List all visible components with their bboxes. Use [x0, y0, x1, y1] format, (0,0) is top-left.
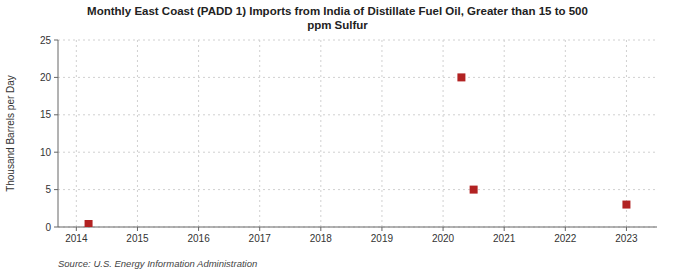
- grid-line-y: [58, 152, 657, 153]
- x-tick-label: 2023: [615, 233, 638, 244]
- grid-line-y: [58, 77, 657, 78]
- y-tick-label: 5: [45, 184, 51, 195]
- y-axis: [58, 40, 59, 227]
- x-tick-label: 2020: [432, 233, 455, 244]
- grid-line-y: [58, 40, 657, 41]
- y-tick-label: 15: [40, 109, 52, 120]
- grid-line-x: [76, 40, 77, 227]
- grid-line-x: [565, 40, 566, 227]
- x-tick-label: 2021: [493, 233, 516, 244]
- x-tick: [381, 227, 382, 231]
- y-tick: [54, 189, 58, 190]
- x-tick: [626, 227, 627, 231]
- x-tick-label: 2014: [65, 233, 88, 244]
- y-tick-label: 0: [45, 222, 51, 233]
- y-tick-label: 25: [40, 35, 52, 46]
- grid-line-y: [58, 227, 657, 228]
- grid-line-x: [259, 40, 260, 227]
- title-line: ppm Sulfur: [307, 19, 368, 31]
- x-tick: [259, 227, 260, 231]
- x-tick: [320, 227, 321, 231]
- x-tick-label: 2022: [554, 233, 577, 244]
- grid-line-x: [381, 40, 382, 227]
- x-tick: [504, 227, 505, 231]
- y-axis-label: Thousand Barrels per Day: [5, 75, 16, 192]
- x-tick-label: 2018: [310, 233, 333, 244]
- grid-line-x: [137, 40, 138, 227]
- y-tick: [54, 40, 58, 41]
- grid-line-x: [198, 40, 199, 227]
- grid-line-y: [58, 189, 657, 190]
- x-tick-label: 2017: [249, 233, 272, 244]
- x-axis: [58, 227, 657, 228]
- y-tick: [54, 152, 58, 153]
- x-tick: [565, 227, 566, 231]
- x-tick-label: 2016: [187, 233, 210, 244]
- points: [85, 73, 631, 227]
- title: Monthly East Coast (PADD 1) Imports from…: [87, 5, 588, 31]
- title-line: Monthly East Coast (PADD 1) Imports from…: [87, 5, 588, 17]
- x-tick: [198, 227, 199, 231]
- grid-line-y: [58, 114, 657, 115]
- grid-line-x: [504, 40, 505, 227]
- grid-line-x: [626, 40, 627, 227]
- grid-line-x: [320, 40, 321, 227]
- y-tick-label: 10: [40, 147, 52, 158]
- point: [85, 220, 93, 227]
- y-tick: [54, 77, 58, 78]
- x-tick-label: 2015: [126, 233, 149, 244]
- y-tick: [54, 227, 58, 228]
- x-tick: [76, 227, 77, 231]
- x-tick: [137, 227, 138, 231]
- point: [457, 73, 465, 81]
- x-tick-label: 2019: [371, 233, 394, 244]
- x-tick: [443, 227, 444, 231]
- y-tick: [54, 114, 58, 115]
- point: [622, 201, 630, 209]
- y-tick-label: 20: [40, 72, 52, 83]
- grid-line-x: [443, 40, 444, 227]
- chart: Monthly East Coast (PADD 1) Imports from…: [0, 0, 675, 275]
- point: [470, 186, 478, 194]
- ticks: 2014201520162017201820192020202120222023…: [40, 35, 638, 245]
- grid: [58, 40, 657, 227]
- source: Source: U.S. Energy Information Administ…: [58, 258, 257, 269]
